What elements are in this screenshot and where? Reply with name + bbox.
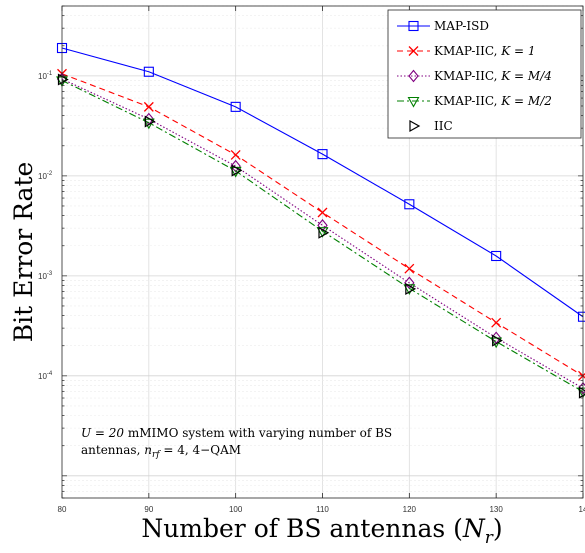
x-tick-label: 90: [144, 505, 153, 514]
legend-label: KMAP-IIC, K = 1: [434, 44, 536, 58]
legend-label: KMAP-IIC, K = M/2: [434, 94, 552, 108]
y-axis-title: Bit Error Rate: [9, 162, 38, 343]
legend-entry-0: MAP-ISD: [397, 19, 489, 33]
y-tick-label: 10-3: [38, 271, 53, 281]
legend-label: KMAP-IIC, K = M/4: [434, 69, 552, 83]
x-axis-title: Number of BS antennas (Nr): [141, 514, 502, 548]
legend-label: MAP-ISD: [434, 19, 489, 33]
y-tick-label: 10-4: [38, 371, 53, 381]
x-tick-label: 120: [403, 505, 417, 514]
annotation-line-1: U = 20 mMIMO system with varying number …: [81, 426, 392, 440]
legend-label: IIC: [434, 119, 453, 133]
x-tick-label: 130: [489, 505, 503, 514]
x-tick-label: 80: [58, 505, 67, 514]
x-tick-label: 110: [316, 505, 329, 514]
x-tick-label: 100: [229, 505, 243, 514]
legend: MAP-ISD KMAP-IIC, K = 1 KMAP-IIC, K = M/4 K…: [388, 10, 581, 138]
y-tick-label: 10-2: [38, 171, 53, 181]
y-tick-label: 10-1: [38, 71, 53, 81]
x-tick-label: 14: [579, 505, 585, 514]
